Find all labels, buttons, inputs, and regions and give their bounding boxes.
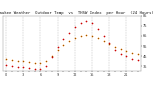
Point (68, 40, 70, 42)
Point (56, 49, 59, 51)
Point (79, 22, 82, 23)
Point (131, 52, 133, 54)
Point (137, 60, 139, 61)
Point (85, 34, 88, 36)
Point (28, 62, 30, 63)
Point (125, 50, 128, 52)
Point (45, 66, 48, 67)
Point (68, 40, 70, 42)
Point (45, 61, 48, 62)
Point (11, 66, 13, 67)
Point (79, 35, 82, 37)
Point (16, 61, 19, 62)
Point (56, 49, 59, 51)
Point (51, 55, 53, 57)
Point (120, 48, 122, 50)
Point (22, 67, 24, 68)
Point (91, 35, 93, 37)
Point (39, 69, 42, 70)
Point (125, 50, 128, 52)
Point (22, 61, 24, 62)
Point (114, 46, 116, 48)
Point (62, 38, 65, 40)
Point (137, 53, 139, 55)
Point (45, 61, 48, 62)
Point (102, 40, 105, 42)
Point (62, 44, 65, 46)
Point (51, 56, 53, 58)
Point (85, 34, 88, 36)
Point (11, 60, 13, 61)
Point (120, 53, 122, 55)
Point (96, 37, 99, 39)
Point (114, 46, 116, 48)
Point (120, 48, 122, 50)
Point (39, 63, 42, 64)
Point (96, 37, 99, 39)
Point (108, 43, 111, 45)
Point (102, 40, 105, 42)
Point (5, 65, 7, 66)
Point (137, 53, 139, 55)
Point (74, 37, 76, 39)
Point (51, 55, 53, 57)
Point (11, 60, 13, 61)
Point (91, 22, 93, 23)
Point (56, 46, 59, 48)
Point (16, 67, 19, 68)
Point (108, 43, 111, 45)
Title: Milwaukee Weather  Outdoor Temp  vs  THSW Index  per Hour  (24 Hours): Milwaukee Weather Outdoor Temp vs THSW I… (0, 11, 154, 15)
Point (16, 61, 19, 62)
Point (74, 26, 76, 27)
Point (79, 35, 82, 37)
Point (39, 63, 42, 64)
Point (131, 58, 133, 60)
Point (33, 63, 36, 64)
Point (131, 52, 133, 54)
Point (28, 62, 30, 63)
Point (102, 35, 105, 37)
Point (68, 32, 70, 34)
Point (85, 20, 88, 21)
Point (62, 44, 65, 46)
Point (74, 37, 76, 39)
Point (5, 58, 7, 60)
Point (33, 63, 36, 64)
Point (114, 49, 116, 51)
Point (108, 42, 111, 44)
Point (125, 55, 128, 57)
Point (91, 35, 93, 37)
Point (96, 28, 99, 29)
Point (33, 69, 36, 70)
Point (28, 68, 30, 69)
Point (22, 61, 24, 62)
Point (5, 58, 7, 60)
